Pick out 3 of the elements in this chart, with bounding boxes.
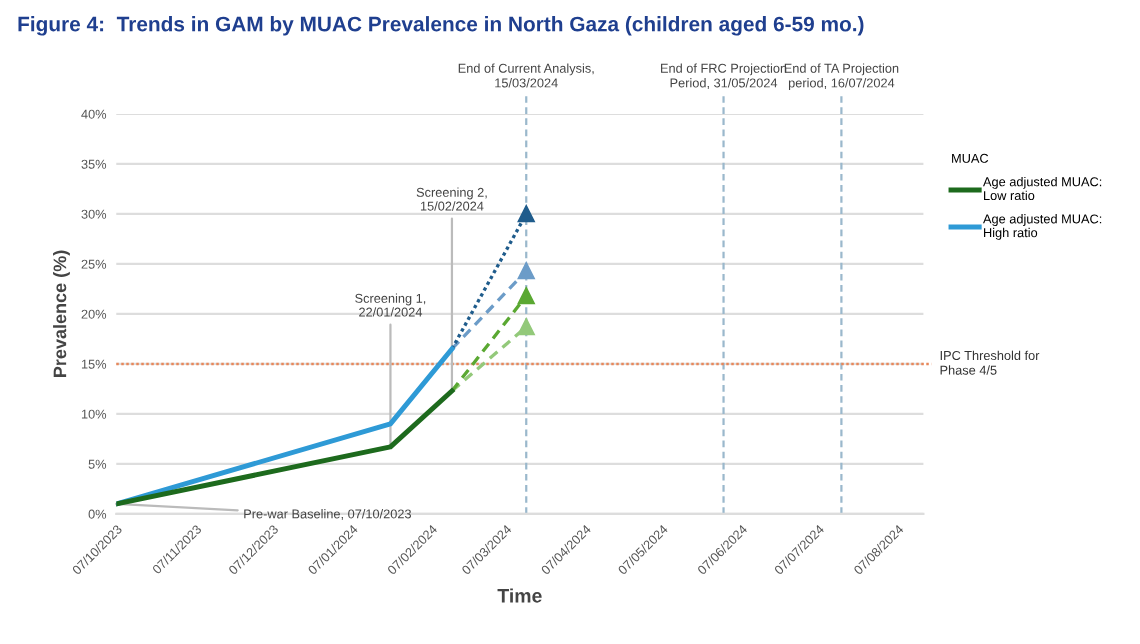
y-axis-title: Prevalence (%) <box>53 250 70 377</box>
chart-title: Figure 4: Trends in GAM by MUAC Prevalence in North Gaza (children aged 6-59 mo.) <box>18 16 864 36</box>
x-axis-title: Time <box>497 588 542 603</box>
